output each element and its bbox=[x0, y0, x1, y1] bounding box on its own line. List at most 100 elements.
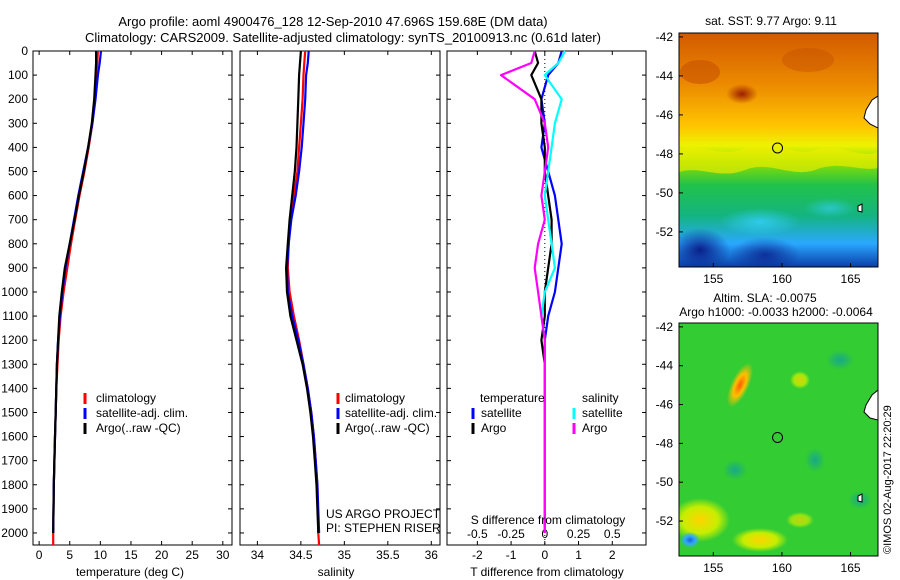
temperature-series bbox=[52, 50, 103, 545]
sla-map-title-line2: Argo h1000: -0.0033 h2000: -0.0064 bbox=[679, 305, 873, 319]
legend-argo-label: Argo(..raw -QC) bbox=[96, 421, 181, 435]
sst-map-frame bbox=[678, 32, 879, 268]
difference-axes-frame bbox=[446, 50, 647, 546]
difference-panel: -2 -1 0 1 2 -0.5 -0.25 0 0.25 0.5 T difference fr… bbox=[446, 50, 647, 579]
salinity-difference-tick-label: 0 bbox=[541, 527, 548, 541]
legend-temp-satellite-label: satellite bbox=[481, 406, 522, 420]
x-tick-label: 20 bbox=[155, 548, 169, 562]
difference-x-label: T difference from climatology bbox=[470, 565, 624, 579]
lat-tick-label: -44 bbox=[656, 359, 674, 373]
salinity-legend: climatology satellite-adj. clim. Argo(..… bbox=[336, 391, 437, 435]
depth-tick-label: 500 bbox=[8, 164, 28, 178]
legend-argo-label: Argo(..raw -QC) bbox=[345, 421, 430, 435]
x-tick-label: 1 bbox=[575, 548, 582, 562]
difference-series bbox=[499, 50, 567, 533]
depth-tick-label: 900 bbox=[8, 261, 28, 275]
x-tick-label: -1 bbox=[506, 548, 517, 562]
lon-tick-label: 160 bbox=[772, 272, 792, 286]
float-position-marker bbox=[772, 431, 784, 443]
depth-tick-label: 800 bbox=[8, 237, 28, 251]
lat-tick-label: -50 bbox=[656, 186, 674, 200]
legend-temperature-title: temperature bbox=[480, 391, 545, 405]
depth-tick-label: 200 bbox=[8, 92, 28, 106]
legend-climatology-label: climatology bbox=[345, 391, 405, 405]
series-line-salinity-argo bbox=[499, 50, 550, 533]
series-line-argo-raw-qc- bbox=[52, 51, 98, 534]
x-tick-label: 34.5 bbox=[289, 548, 313, 562]
sst-map-panel: sat. SST: 9.77 Argo: 9.11 155 160 165 -42 -4… bbox=[656, 14, 879, 286]
depth-tick-label: 1400 bbox=[1, 381, 28, 395]
x-tick-label: 0 bbox=[541, 548, 548, 562]
depth-tick-label: 1200 bbox=[1, 333, 28, 347]
depth-tick-label: 1900 bbox=[1, 502, 28, 516]
depth-tick-label: 1700 bbox=[1, 454, 28, 468]
legend-sal-satellite-label: satellite bbox=[582, 406, 623, 420]
legend-satellite-label: satellite-adj. clim. bbox=[96, 406, 188, 420]
depth-tick-label: 1000 bbox=[1, 285, 28, 299]
salinity-panel: 34 34.5 35 35.5 36 salinity climatology sate… bbox=[239, 50, 441, 579]
sst-map-title: sat. SST: 9.77 Argo: 9.11 bbox=[705, 14, 837, 28]
depth-tick-label: 600 bbox=[8, 189, 28, 203]
temperature-x-label: temperature (deg C) bbox=[76, 565, 184, 579]
x-tick-label: 25 bbox=[186, 548, 200, 562]
x-tick-label: 15 bbox=[124, 548, 138, 562]
sst-field bbox=[679, 33, 878, 267]
float-position-marker bbox=[772, 142, 784, 154]
depth-tick-label: 1300 bbox=[1, 357, 28, 371]
legend-temp-argo-label: Argo bbox=[481, 421, 507, 435]
legend-sal-argo-label: Argo bbox=[582, 421, 608, 435]
x-tick-label: 35.5 bbox=[376, 548, 400, 562]
lat-tick-label: -48 bbox=[656, 436, 674, 450]
depth-tick-label: 2000 bbox=[1, 526, 28, 540]
x-tick-label: 2 bbox=[609, 548, 616, 562]
lon-tick-label: 155 bbox=[703, 561, 723, 575]
sla-map-axes: 155 160 165 -42 -44 -46 -48 -50 -52 bbox=[656, 320, 861, 575]
salinity-difference-tick-label: -0.5 bbox=[467, 527, 488, 541]
lat-tick-label: -46 bbox=[656, 398, 674, 412]
lat-tick-label: -42 bbox=[656, 30, 674, 44]
lon-tick-label: 155 bbox=[703, 272, 723, 286]
legend-satellite-label: satellite-adj. clim. bbox=[345, 406, 437, 420]
depth-tick-label: 1500 bbox=[1, 405, 28, 419]
legend-climatology-label: climatology bbox=[96, 391, 156, 405]
figure-title-line1: Argo profile: aoml 4900476_128 12-Sep-20… bbox=[118, 14, 547, 29]
salinity-axes: 34 34.5 35 35.5 36 bbox=[240, 50, 440, 562]
salinity-axes-frame bbox=[239, 50, 441, 546]
x-tick-label: 35 bbox=[338, 548, 352, 562]
depth-tick-label: 300 bbox=[8, 116, 28, 130]
x-tick-label: -2 bbox=[472, 548, 483, 562]
temperature-panel: 0100200300400500600700800900100011001200… bbox=[1, 44, 233, 579]
sla-map-panel: Altim. SLA: -0.0075 Argo h1000: -0.0033 … bbox=[656, 291, 879, 575]
legend-salinity-title: salinity bbox=[582, 391, 619, 405]
figure-title-line2: Climatology: CARS2009. Satellite-adjuste… bbox=[85, 30, 601, 45]
credit-stamp: ©IMOS 02-Aug-2017 22:20:29 bbox=[882, 405, 894, 554]
temperature-x-axis: 0 5 10 15 20 25 30 bbox=[33, 50, 232, 562]
depth-axis: 0 100 200 300 400 500 600 700 800 900 1000 1100 1200… bbox=[1, 44, 28, 540]
sla-map-frame bbox=[678, 322, 879, 557]
x-tick-label: 34 bbox=[251, 548, 265, 562]
depth-tick-label: 400 bbox=[8, 140, 28, 154]
lat-tick-label: -46 bbox=[656, 108, 674, 122]
temperature-axes-frame bbox=[32, 50, 233, 546]
salinity-difference-label: S difference from climatology bbox=[471, 513, 626, 527]
depth-tick-label: 1800 bbox=[1, 478, 28, 492]
temperature-legend: climatology satellite-adj. clim. Argo(..… bbox=[83, 391, 188, 435]
depth-tick-label: 0 bbox=[21, 44, 28, 58]
salinity-series bbox=[285, 50, 321, 546]
sla-field bbox=[679, 323, 878, 556]
salinity-difference-tick-label: 0.5 bbox=[604, 527, 621, 541]
depth-tick-label: 1600 bbox=[1, 430, 28, 444]
salinity-x-label: salinity bbox=[318, 565, 355, 579]
lat-tick-label: -48 bbox=[656, 147, 674, 161]
x-tick-label: 0 bbox=[36, 548, 43, 562]
depth-tick-label: 700 bbox=[8, 213, 28, 227]
sst-map-axes: 155 160 165 -42 -44 -46 -48 -50 -52 bbox=[656, 30, 861, 286]
sla-map-title-line1: Altim. SLA: -0.0075 bbox=[713, 291, 817, 305]
depth-tick-label: 1100 bbox=[2, 309, 28, 323]
lon-tick-label: 165 bbox=[841, 561, 861, 575]
difference-legend: temperature salinity satellite Argo sate… bbox=[471, 391, 623, 435]
lat-tick-label: -42 bbox=[656, 320, 674, 334]
salinity-difference-tick-label: -0.25 bbox=[497, 527, 525, 541]
x-tick-label: 30 bbox=[216, 548, 230, 562]
